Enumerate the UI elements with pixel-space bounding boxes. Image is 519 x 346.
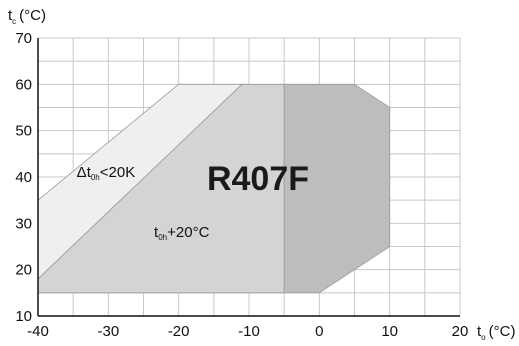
y-axis-symbol: t (8, 7, 13, 24)
y-tick-label: 60 (15, 76, 32, 93)
high-evap-region (283, 83, 391, 294)
x-tick-label: -40 (27, 323, 49, 340)
delta-t-prefix: Δt (77, 164, 92, 181)
superheat-annotation: t0h+20°C (154, 224, 210, 242)
y-tick-label: 20 (15, 262, 32, 279)
regions (37, 83, 391, 294)
x-tick-label: -10 (238, 323, 260, 340)
x-axis-symbol: t (477, 323, 482, 340)
x-axis-title: to (°C) (477, 323, 515, 342)
superheat-sub: 0h (158, 233, 167, 242)
delta-t-sub: 0h (91, 173, 100, 182)
y-tick-label: 50 (15, 123, 32, 140)
y-tick-label: 40 (15, 169, 32, 186)
y-tick-label: 10 (15, 308, 32, 325)
superheat-suffix: +20°C (167, 224, 209, 241)
axes (37, 38, 460, 317)
delta-t-annotation: Δt0h<20K (77, 164, 136, 182)
y-axis-sub: c (12, 17, 16, 26)
tick-labels: -40 -30 -20 -10 0 10 20 10 20 30 40 50 60 70 (15, 30, 468, 340)
y-tick-label: 70 (15, 30, 32, 47)
x-tick-label: 0 (315, 323, 323, 340)
chart-title: R407F (207, 160, 309, 198)
y-axis-unit: (°C) (19, 7, 46, 24)
y-axis-title: tc (°C) (8, 7, 46, 26)
x-axis-sub: o (481, 333, 486, 342)
x-axis-unit: (°C) (489, 323, 516, 340)
superheat-prefix: t (154, 224, 159, 241)
delta-t-suffix: <20K (100, 164, 135, 181)
y-tick-label: 30 (15, 215, 32, 232)
x-tick-label: -20 (168, 323, 190, 340)
x-tick-label: 10 (381, 323, 398, 340)
x-tick-label: -30 (97, 323, 119, 340)
x-tick-label: 20 (452, 323, 469, 340)
